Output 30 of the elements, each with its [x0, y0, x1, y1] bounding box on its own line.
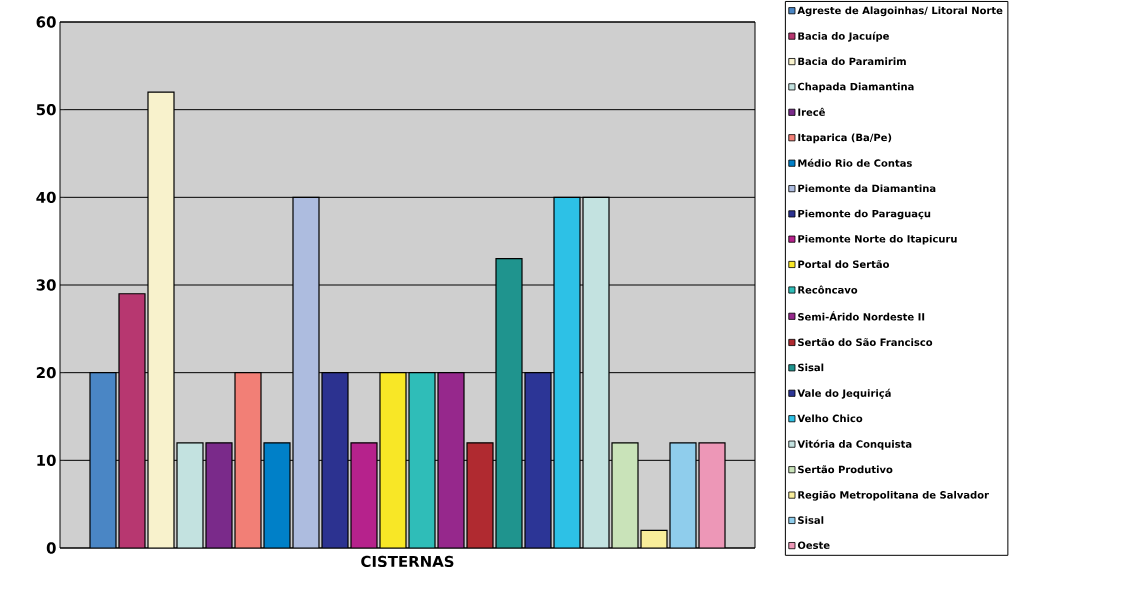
legend-label: Bacia do Paramirim [798, 57, 906, 66]
legend-label: Bacia do Jacuípe [798, 31, 889, 42]
y-tick-label: 40 [36, 191, 56, 203]
y-tick-label: 10 [37, 454, 56, 466]
legend-label: Piemonte da Diamantina [798, 184, 936, 193]
y-tick-label: 30 [36, 279, 56, 291]
legend-label: Região Metropolitana de Salvador [798, 490, 989, 501]
x-tick-label: CISTERNAS [361, 555, 454, 568]
legend-label: Portal do Sertão [798, 260, 890, 269]
legend-label: Piemonte Norte do Itapicuru [798, 234, 957, 245]
legend-label: Recôncavo [798, 285, 858, 294]
legend-label: Irecê [798, 107, 825, 116]
y-tick-label: 50 [36, 104, 56, 116]
legend-label: Sisal [798, 363, 824, 372]
legend-label: Sertão do São Francisco [798, 338, 933, 347]
legend-label: Velho Chico [797, 414, 863, 423]
legend-label: Sertão Produtivo [798, 465, 893, 474]
legend-label: Piemonte do Paraguaçu [798, 209, 931, 220]
legend-label: Itaparica (Ba/Pe) [798, 133, 892, 144]
y-tick-label: 60 [36, 16, 56, 28]
legend-label: Chapada Diamantina [797, 82, 914, 93]
y-tick-label: 0 [46, 542, 56, 554]
legend-label: Agreste de Alagoinhas/ Litoral Norte [797, 6, 1003, 17]
legend-label: Vale do Jequiriçá [797, 388, 891, 399]
legend-label: Oeste [797, 541, 830, 549]
y-tick-label: 20 [36, 367, 56, 379]
legend-label: Sisal [798, 516, 824, 524]
legend-label: Semi-Árido Nordeste II [798, 311, 925, 321]
legend-label: Médio Rio de Contas [798, 158, 912, 167]
legend-label: Vitória da Conquista [797, 439, 912, 450]
